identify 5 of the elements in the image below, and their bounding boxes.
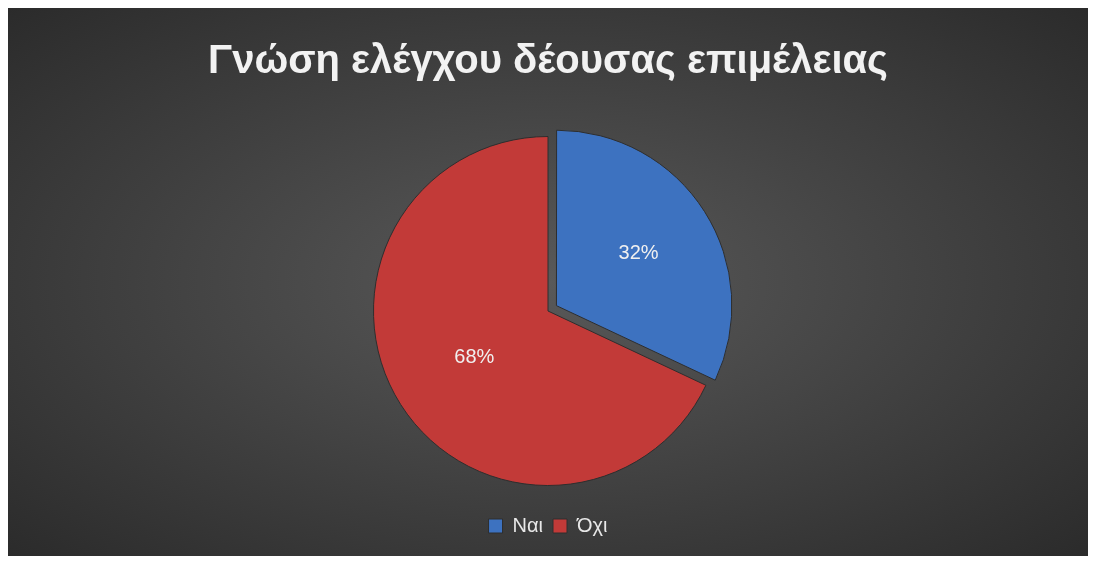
data-label: 68% bbox=[454, 345, 495, 368]
legend-label: Ναι bbox=[512, 513, 544, 536]
data-label: 32% bbox=[618, 241, 659, 264]
legend-label: Όχι bbox=[576, 513, 608, 536]
chart-title: Γνώση ελέγχου δέουσας επιμέλειας bbox=[208, 37, 888, 83]
